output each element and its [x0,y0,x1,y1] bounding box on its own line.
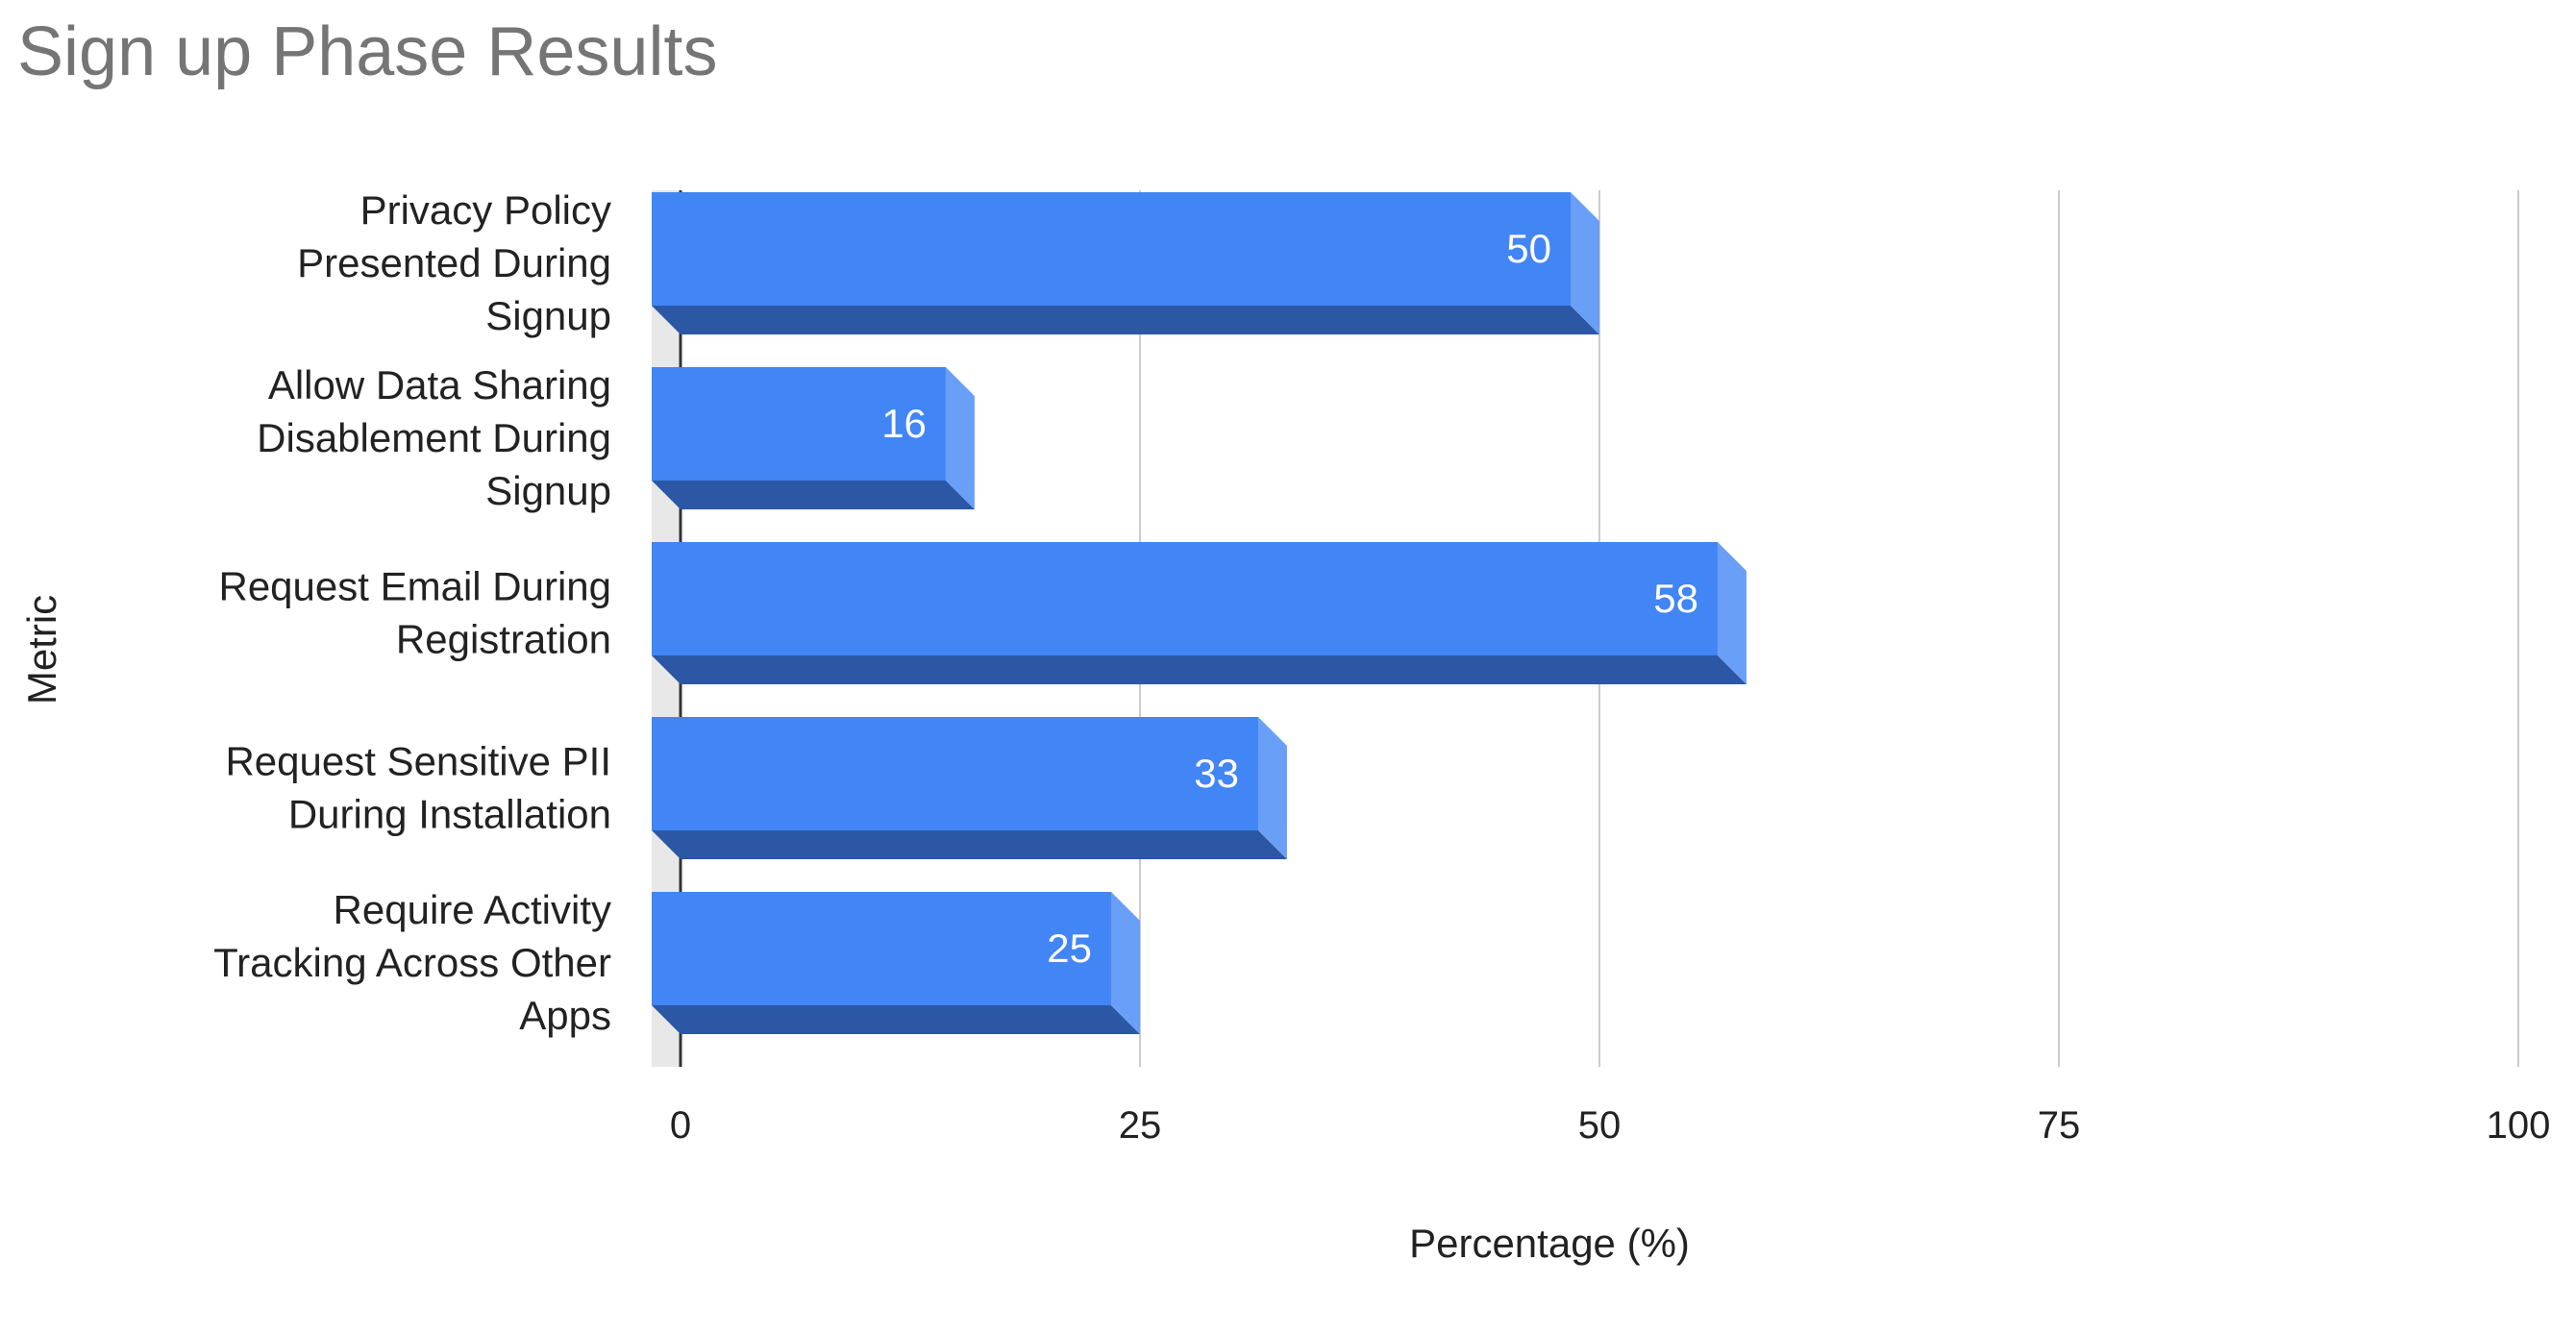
x-tick-label: 25 [1119,1104,1162,1147]
y-category-label-line: Presented During [297,240,611,285]
bar-side-face [1111,892,1140,1034]
y-category-label: Request Sensitive PII During Installation [225,739,611,837]
y-category-label-line: Disablement During [257,415,611,460]
bar-data-label: 25 [1047,926,1092,971]
bar-side-face [1571,192,1599,334]
y-category-label-line: Signup [485,293,611,338]
y-category-label: Allow Data Sharing Disablement During Sign… [257,362,611,513]
y-category-label-line: Apps [519,993,611,1038]
bar [652,717,1258,830]
x-tick-label: 0 [670,1104,691,1147]
y-category-label-line: Signup [485,468,611,513]
x-tick-label: 75 [2038,1104,2081,1147]
bar [652,192,1571,306]
bar-bottom-face [652,830,1287,859]
x-tick-label: 100 [2487,1104,2551,1147]
bar-bottom-face [652,1005,1140,1034]
chart-title: Sign up Phase Results [17,13,717,90]
bar-data-label: 33 [1194,751,1239,796]
y-axis-title: Metric [19,595,64,704]
y-category-label-line: During Installation [288,792,611,837]
plot-area: 0 25 50 75 100 50 Privacy Policy Presented Duri… [213,187,2550,1147]
bar-side-face [945,367,975,509]
bar-data-label: 58 [1653,576,1698,621]
y-category-label-line: Registration [396,617,611,662]
bar [652,367,946,481]
bar-data-label: 16 [881,401,927,446]
bar-bottom-face [652,481,975,509]
y-category-label-line: Request Sensitive PII [225,739,611,784]
x-tick-label: 50 [1578,1104,1622,1147]
x-axis-title: Percentage (%) [1409,1221,1690,1266]
bar-bottom-face [652,655,1746,684]
bar-bottom-face [652,306,1599,334]
bar-data-label: 50 [1506,226,1551,271]
bar-side-face [1257,717,1287,859]
bar [652,892,1111,1005]
bar-side-face [1717,542,1746,684]
bar [652,542,1718,655]
y-category-label: Request Email During Registration [218,564,611,662]
y-category-label-line: Allow Data Sharing [268,362,611,408]
y-category-label: Require Activity Tracking Across Other App… [213,887,611,1038]
y-category-label-line: Request Email During [218,564,611,609]
y-category-label-line: Require Activity [334,887,611,932]
y-category-label: Privacy Policy Presented During Signup [297,187,611,338]
y-category-label-line: Tracking Across Other [213,940,611,985]
y-category-label-line: Privacy Policy [360,187,611,233]
